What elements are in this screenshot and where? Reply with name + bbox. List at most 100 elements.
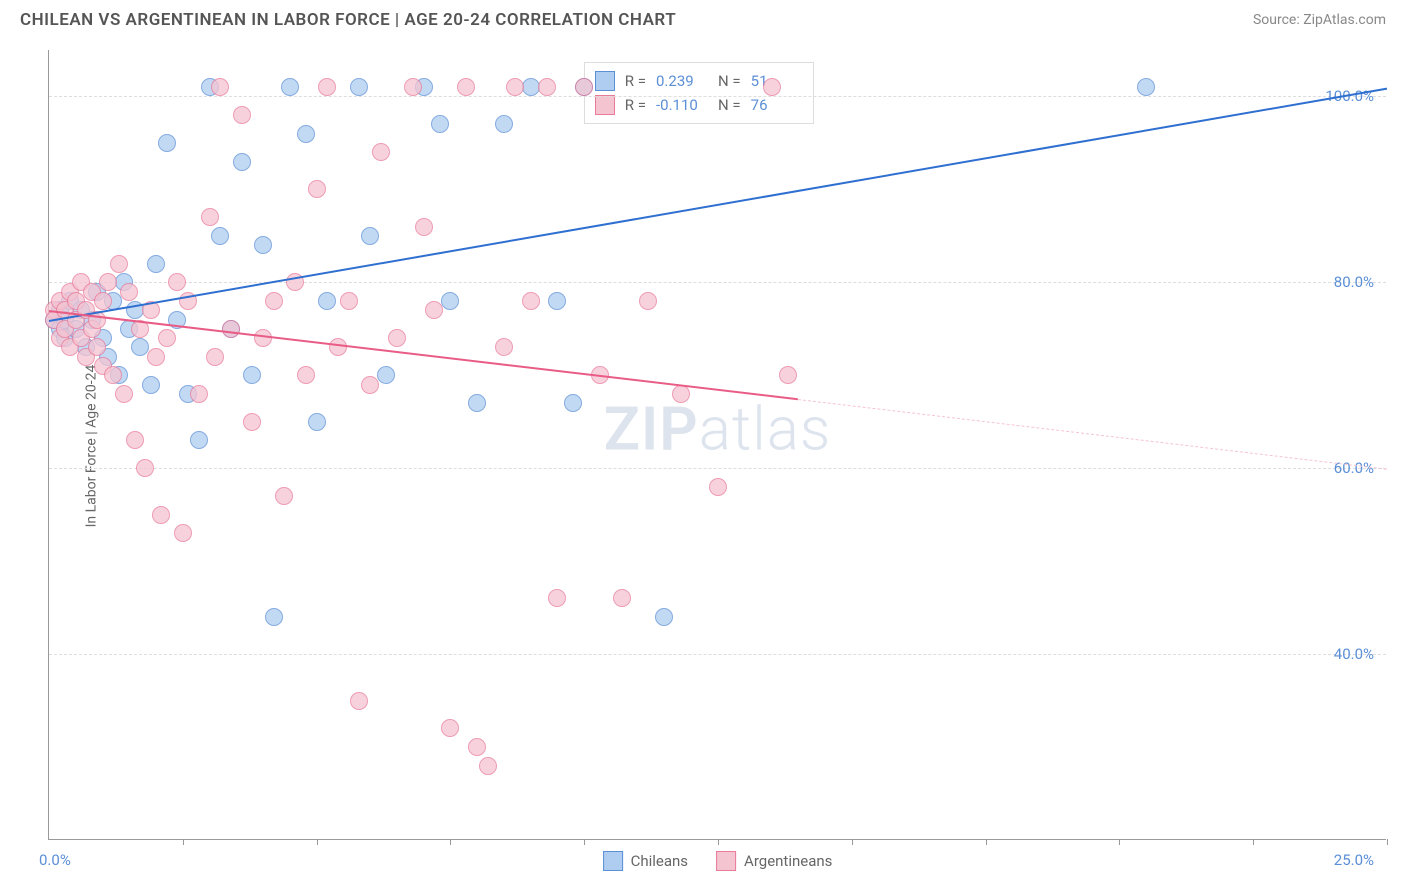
r-label: R = bbox=[625, 72, 646, 90]
scatter-point-argentineans bbox=[361, 376, 379, 394]
scatter-point-chileans bbox=[1137, 78, 1155, 96]
scatter-point-argentineans bbox=[174, 524, 192, 542]
source-name: ZipAtlas.com bbox=[1303, 12, 1386, 28]
scatter-point-argentineans bbox=[190, 385, 208, 403]
scatter-point-chileans bbox=[308, 413, 326, 431]
scatter-point-argentineans bbox=[672, 385, 690, 403]
y-tick-label: 60.0% bbox=[1334, 459, 1374, 477]
scatter-point-chileans bbox=[377, 366, 395, 384]
scatter-point-chileans bbox=[350, 78, 368, 96]
r-value: -0.110 bbox=[656, 96, 708, 114]
scatter-point-chileans bbox=[158, 134, 176, 152]
chart-title: CHILEAN VS ARGENTINEAN IN LABOR FORCE | … bbox=[20, 10, 676, 30]
legend-label-chileans: Chileans bbox=[631, 852, 688, 870]
scatter-point-chileans bbox=[211, 227, 229, 245]
scatter-point-chileans bbox=[441, 292, 459, 310]
scatter-point-argentineans bbox=[548, 589, 566, 607]
scatter-point-chileans bbox=[142, 376, 160, 394]
scatter-point-argentineans bbox=[340, 292, 358, 310]
watermark: ZIPatlas bbox=[604, 393, 832, 464]
scatter-point-chileans bbox=[243, 366, 261, 384]
plot-area: ZIPatlas R = 0.239 N = 51 R = -0.110 N =… bbox=[49, 50, 1386, 839]
legend: Chileans Argentineans bbox=[603, 851, 833, 871]
legend-item-chileans: Chileans bbox=[603, 851, 688, 871]
scatter-point-argentineans bbox=[329, 338, 347, 356]
scatter-point-argentineans bbox=[211, 78, 229, 96]
scatter-point-chileans bbox=[655, 608, 673, 626]
scatter-point-chileans bbox=[190, 431, 208, 449]
trend-line-dashed bbox=[798, 399, 1387, 470]
stats-box: R = 0.239 N = 51 R = -0.110 N = 76 bbox=[584, 62, 814, 124]
scatter-point-argentineans bbox=[495, 338, 513, 356]
scatter-point-argentineans bbox=[110, 255, 128, 273]
scatter-point-argentineans bbox=[468, 738, 486, 756]
scatter-point-chileans bbox=[233, 153, 251, 171]
scatter-point-argentineans bbox=[575, 78, 593, 96]
y-tick-label: 80.0% bbox=[1334, 273, 1374, 291]
watermark-prefix: ZIP bbox=[604, 393, 699, 464]
scatter-point-chileans bbox=[548, 292, 566, 310]
scatter-point-argentineans bbox=[120, 283, 138, 301]
scatter-point-argentineans bbox=[506, 78, 524, 96]
scatter-point-argentineans bbox=[275, 487, 293, 505]
scatter-point-argentineans bbox=[158, 329, 176, 347]
scatter-point-argentineans bbox=[308, 180, 326, 198]
x-tick bbox=[986, 839, 987, 845]
y-tick-label: 40.0% bbox=[1334, 645, 1374, 663]
n-label: N = bbox=[718, 72, 741, 90]
x-tick bbox=[183, 839, 184, 845]
scatter-point-chileans bbox=[147, 255, 165, 273]
scatter-point-argentineans bbox=[254, 329, 272, 347]
legend-label-argentineans: Argentineans bbox=[744, 852, 832, 870]
scatter-point-argentineans bbox=[479, 757, 497, 775]
x-tick bbox=[718, 839, 719, 845]
scatter-point-chileans bbox=[361, 227, 379, 245]
scatter-point-argentineans bbox=[152, 506, 170, 524]
legend-swatch-chileans bbox=[603, 851, 623, 871]
legend-item-argentineans: Argentineans bbox=[716, 851, 832, 871]
source-label: Source: ZipAtlas.com bbox=[1253, 12, 1386, 28]
gridline bbox=[49, 282, 1386, 283]
scatter-point-argentineans bbox=[404, 78, 422, 96]
scatter-point-argentineans bbox=[779, 366, 797, 384]
scatter-point-chileans bbox=[318, 292, 336, 310]
x-tick bbox=[852, 839, 853, 845]
scatter-point-argentineans bbox=[441, 719, 459, 737]
swatch-argentineans bbox=[595, 95, 615, 115]
r-value: 0.239 bbox=[656, 72, 708, 90]
scatter-point-argentineans bbox=[88, 338, 106, 356]
scatter-point-argentineans bbox=[709, 478, 727, 496]
scatter-point-argentineans bbox=[457, 78, 475, 96]
scatter-point-argentineans bbox=[613, 589, 631, 607]
scatter-point-chileans bbox=[297, 125, 315, 143]
scatter-point-argentineans bbox=[415, 218, 433, 236]
x-axis-max-label: 25.0% bbox=[1334, 851, 1374, 869]
scatter-point-argentineans bbox=[233, 106, 251, 124]
x-tick bbox=[584, 839, 585, 845]
x-tick bbox=[1387, 839, 1388, 845]
scatter-point-chileans bbox=[564, 394, 582, 412]
chart-area: ZIPatlas R = 0.239 N = 51 R = -0.110 N =… bbox=[48, 50, 1386, 840]
scatter-point-argentineans bbox=[206, 348, 224, 366]
scatter-point-argentineans bbox=[201, 208, 219, 226]
scatter-point-argentineans bbox=[763, 78, 781, 96]
scatter-point-argentineans bbox=[388, 329, 406, 347]
scatter-point-argentineans bbox=[136, 459, 154, 477]
scatter-point-argentineans bbox=[372, 143, 390, 161]
n-label: N = bbox=[718, 96, 741, 114]
scatter-point-argentineans bbox=[522, 292, 540, 310]
scatter-point-argentineans bbox=[243, 413, 261, 431]
swatch-chileans bbox=[595, 71, 615, 91]
scatter-point-argentineans bbox=[126, 431, 144, 449]
r-label: R = bbox=[625, 96, 646, 114]
scatter-point-chileans bbox=[495, 115, 513, 133]
scatter-point-argentineans bbox=[639, 292, 657, 310]
x-tick bbox=[450, 839, 451, 845]
scatter-point-chileans bbox=[468, 394, 486, 412]
scatter-point-chileans bbox=[281, 78, 299, 96]
scatter-point-argentineans bbox=[94, 292, 112, 310]
scatter-point-chileans bbox=[254, 236, 272, 254]
scatter-point-argentineans bbox=[168, 273, 186, 291]
legend-swatch-argentineans bbox=[716, 851, 736, 871]
scatter-point-argentineans bbox=[99, 273, 117, 291]
